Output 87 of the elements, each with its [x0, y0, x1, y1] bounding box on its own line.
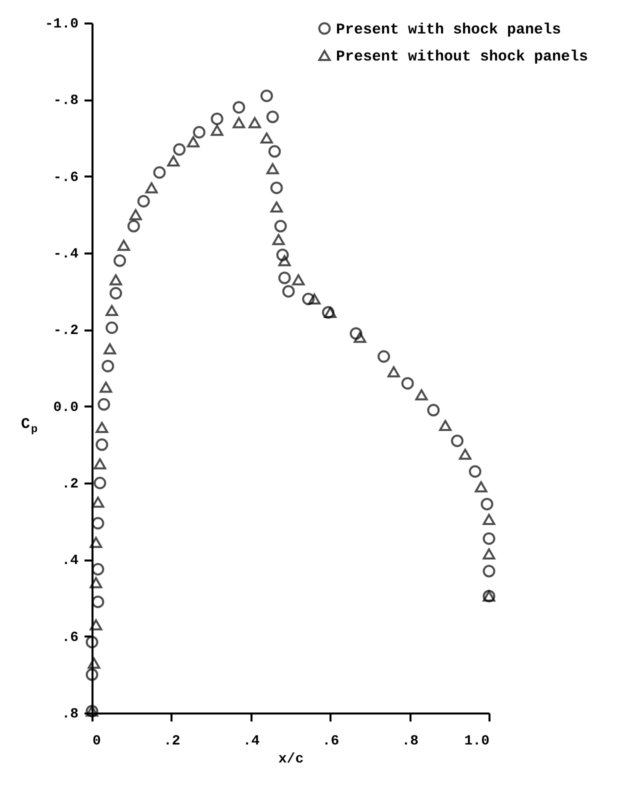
y-tick-label: .6	[62, 630, 78, 646]
point	[86, 668, 98, 681]
y-tick-label: -1.0	[44, 16, 78, 32]
point	[90, 619, 102, 630]
point	[192, 126, 206, 138]
point	[94, 458, 106, 470]
y-tick-label: .4	[62, 553, 78, 570]
point	[104, 343, 116, 354]
x-axis-title: x/c	[278, 752, 304, 768]
point	[100, 382, 112, 393]
point	[415, 389, 428, 400]
point	[482, 514, 496, 525]
point	[482, 564, 496, 578]
point	[401, 377, 414, 390]
point	[427, 404, 440, 416]
point	[480, 498, 494, 510]
point	[96, 438, 108, 451]
point	[302, 292, 315, 306]
point	[308, 293, 321, 305]
point	[482, 548, 496, 560]
point	[468, 465, 482, 478]
y-tick-label: -.2	[53, 323, 78, 340]
point	[268, 145, 281, 158]
point	[88, 658, 100, 669]
point	[350, 327, 362, 340]
point	[482, 532, 496, 545]
point	[270, 182, 283, 194]
point	[278, 255, 291, 266]
point	[232, 117, 246, 128]
legend-label: Present with shock panels	[336, 22, 562, 38]
point	[118, 240, 130, 251]
point	[260, 90, 273, 102]
point	[260, 132, 273, 144]
point	[378, 350, 390, 363]
point	[167, 155, 180, 167]
point	[270, 201, 283, 213]
legend-label: Present without shock panels	[336, 48, 588, 66]
point	[86, 636, 98, 648]
point	[127, 220, 140, 232]
x-tick-label: .2	[163, 734, 180, 750]
point	[274, 220, 287, 232]
y-tick-label: 0.0	[53, 400, 78, 416]
point	[90, 536, 102, 548]
point	[102, 360, 114, 372]
point	[186, 136, 200, 148]
point	[210, 112, 224, 126]
y-tick-label: -.4	[53, 246, 78, 262]
point	[137, 195, 150, 208]
point	[266, 163, 279, 174]
y-tick-label: -.6	[53, 170, 78, 186]
point	[110, 274, 122, 286]
y-tick-label: .2	[62, 476, 78, 492]
point	[474, 481, 488, 492]
point	[98, 398, 110, 411]
point	[248, 117, 262, 128]
x-tick-label: .8	[402, 734, 419, 750]
x-tick-label: .6	[322, 734, 340, 750]
point	[94, 476, 106, 490]
point	[90, 577, 102, 588]
point	[458, 448, 472, 460]
y-tick-label: .8	[62, 706, 78, 722]
point	[266, 110, 279, 124]
point	[232, 101, 246, 114]
point	[173, 143, 186, 156]
point	[282, 285, 295, 298]
point	[354, 332, 366, 343]
point	[210, 124, 224, 136]
point	[96, 422, 108, 433]
point	[292, 274, 305, 286]
x-tick-label: .4	[242, 734, 260, 750]
point	[272, 234, 285, 246]
x-tick-label: 1.0	[464, 734, 490, 750]
point	[110, 287, 122, 300]
point	[450, 434, 464, 448]
point	[129, 209, 142, 220]
point	[276, 248, 289, 262]
y-tick-label: -.8	[53, 93, 78, 110]
point	[106, 322, 118, 334]
point	[387, 366, 400, 378]
point	[439, 420, 452, 432]
point	[153, 166, 166, 179]
point	[114, 254, 126, 267]
point	[278, 272, 291, 284]
point	[106, 304, 118, 316]
x-tick-label: 0	[92, 734, 101, 750]
point	[92, 496, 104, 508]
point	[145, 182, 158, 194]
